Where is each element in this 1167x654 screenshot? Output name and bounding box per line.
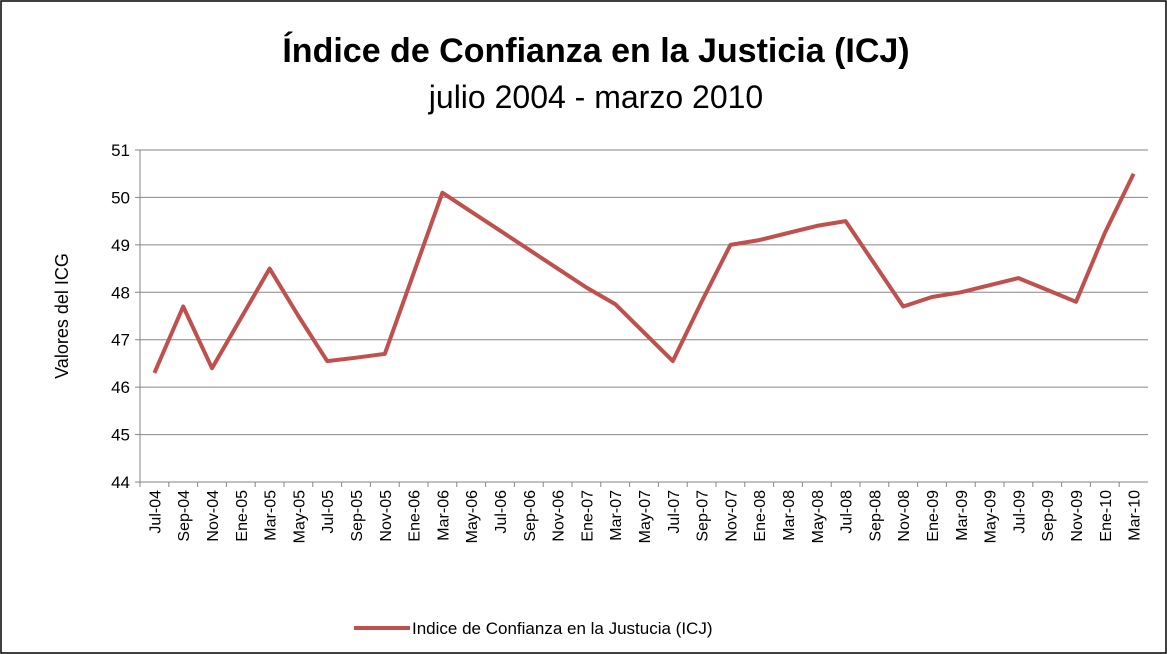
x-tick-label: Mar-10 (1127, 490, 1144, 541)
x-tick-label: May-07 (637, 490, 654, 543)
y-axis-label: Valores del ICG (52, 253, 72, 379)
x-tick-label: Jul-07 (666, 490, 683, 534)
x-tick-label: Nov-06 (551, 490, 568, 542)
x-tick-label: Mar-09 (954, 490, 971, 541)
x-tick-label: Ene-10 (1098, 490, 1115, 542)
x-tick-label: Sep-09 (1040, 490, 1057, 542)
x-tick-label: Jul-04 (147, 490, 164, 534)
x-tick-label: Ene-08 (752, 490, 769, 542)
x-tick-label: Sep-06 (522, 490, 539, 542)
y-tick-label: 51 (111, 141, 130, 160)
chart-title: Índice de Confianza en la Justicia (ICJ) (282, 32, 909, 70)
y-tick-label: 50 (111, 188, 130, 207)
data-line (152, 172, 1136, 374)
x-tick-label: May-09 (983, 490, 1000, 543)
x-tick-label: Nov-05 (378, 490, 395, 542)
x-tick-label: Jul-08 (839, 490, 856, 534)
y-tick-label: 49 (111, 236, 130, 255)
x-tick-label: May-05 (291, 490, 308, 543)
legend-label: Indice de Confianza en la Justucia (ICJ) (412, 619, 713, 638)
x-tick-label: Sep-05 (349, 490, 366, 542)
x-tick-label: Jul-09 (1011, 490, 1028, 534)
y-tick-label: 45 (111, 426, 130, 445)
x-tick-label: May-08 (810, 490, 827, 543)
x-tick-label: Sep-04 (176, 490, 193, 542)
x-tick-label: Ene-07 (579, 490, 596, 542)
y-tick-label: 47 (111, 331, 130, 350)
x-tick-label: Mar-08 (781, 490, 798, 541)
x-tick-label: Nov-08 (896, 490, 913, 542)
x-tick-label: Sep-07 (695, 490, 712, 542)
x-tick-label: Jul-05 (320, 490, 337, 534)
x-tick-label: Nov-07 (723, 490, 740, 542)
y-tick-label: 48 (111, 283, 130, 302)
x-tick-label: Mar-05 (263, 490, 280, 541)
x-tick-label: Ene-06 (407, 490, 424, 542)
x-tick-label: Nov-04 (205, 490, 222, 542)
x-tick-label: Ene-05 (234, 490, 251, 542)
x-tick-label: Sep-08 (867, 490, 884, 542)
x-tick-label: Jul-06 (493, 490, 510, 534)
x-tick-label: Nov-09 (1069, 490, 1086, 542)
x-tick-label: Mar-07 (608, 490, 625, 541)
y-tick-label: 44 (111, 473, 130, 492)
y-tick-label: 46 (111, 378, 130, 397)
chart-subtitle: julio 2004 - marzo 2010 (428, 79, 763, 115)
x-tick-label: Mar-06 (435, 490, 452, 541)
x-tick-label: Ene-09 (925, 490, 942, 542)
x-tick-label: May-06 (464, 490, 481, 543)
